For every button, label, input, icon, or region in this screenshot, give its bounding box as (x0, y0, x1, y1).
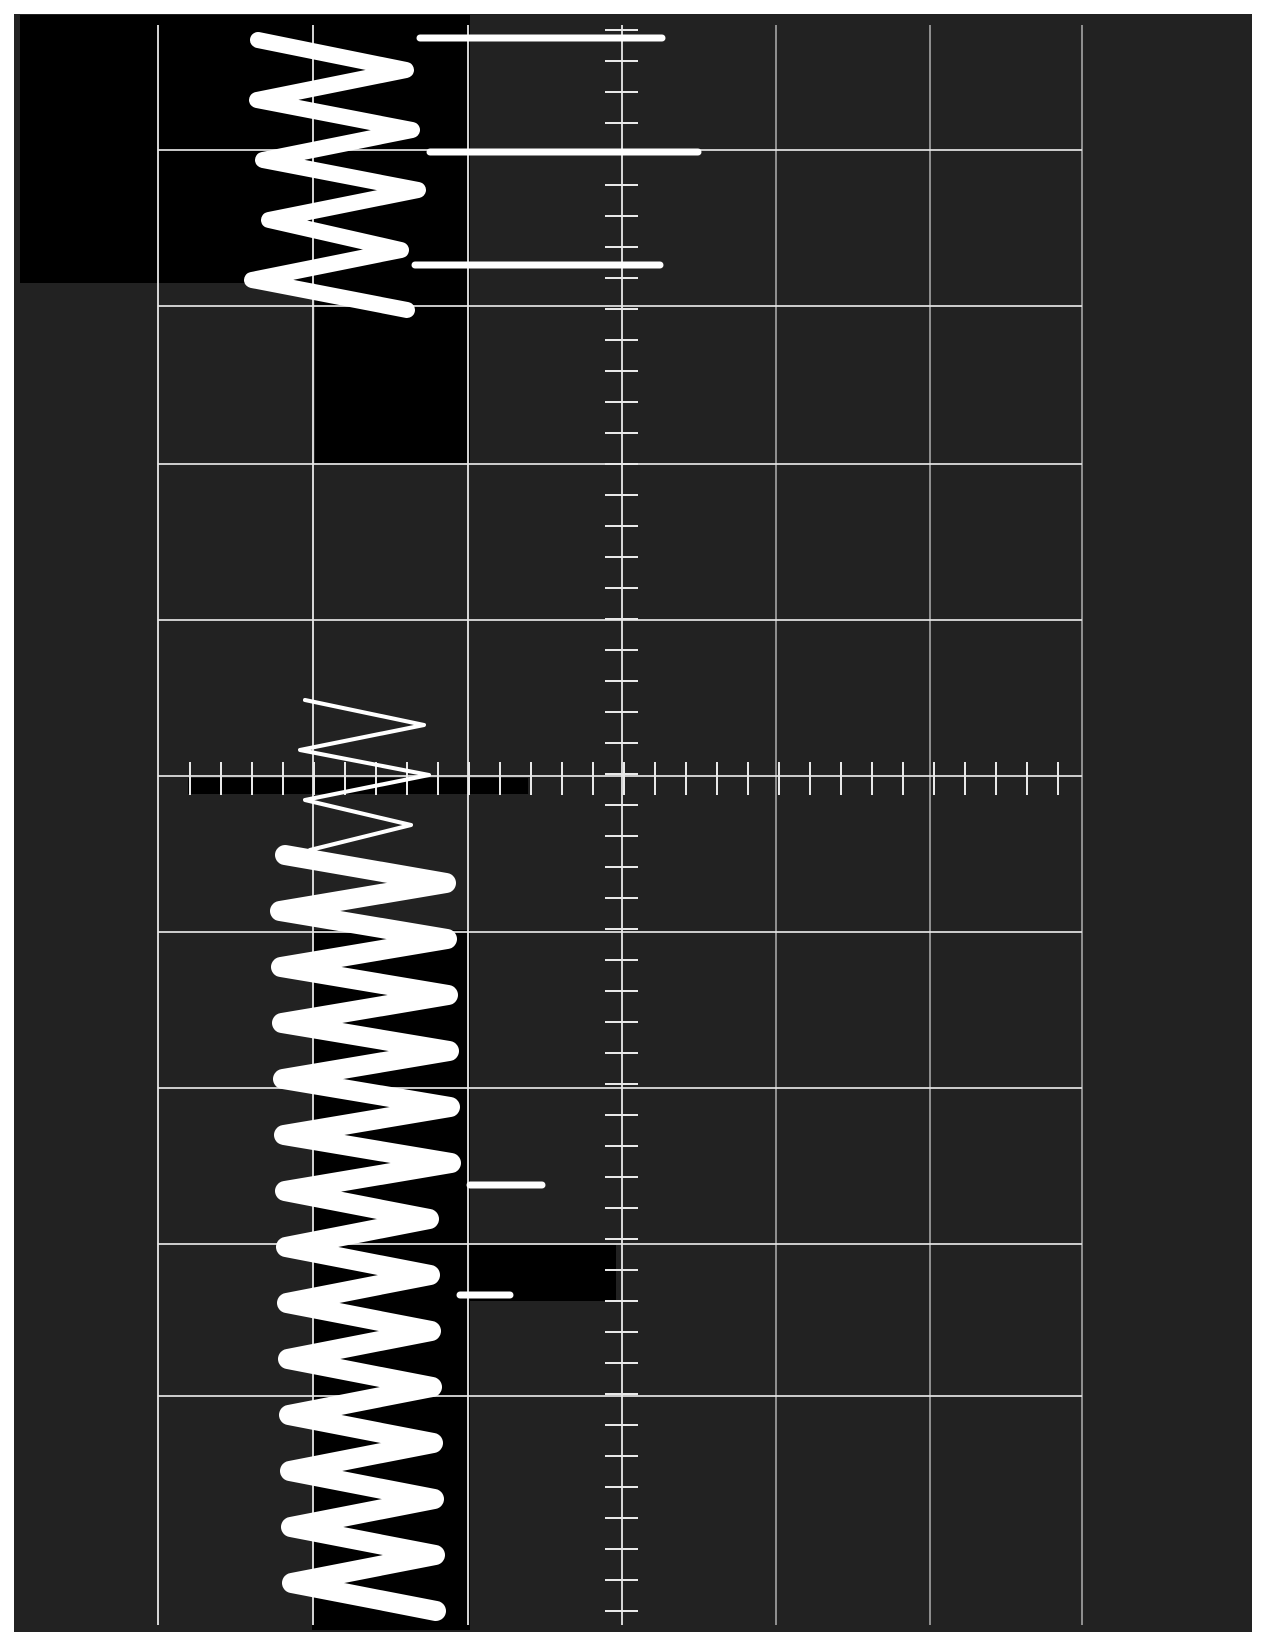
page: (() => { const ns = 'http://www.w3.org/2… (0, 0, 1268, 1639)
dark-patch (188, 778, 528, 794)
oscilloscope-photo (0, 0, 1268, 1639)
